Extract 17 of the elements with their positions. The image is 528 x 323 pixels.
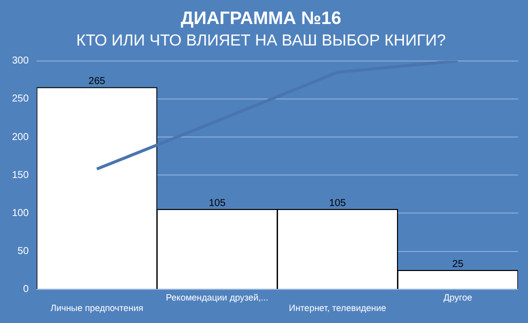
x-tick-label: Рекомендации друзей,...: [166, 292, 268, 302]
chart-subtitle: КТО ИЛИ ЧТО ВЛИЯЕТ НА ВАШ ВЫБОР КНИГИ?: [76, 32, 446, 50]
y-tick-label: 300: [12, 56, 30, 67]
data-label: 265: [88, 76, 106, 88]
data-label: 25: [452, 259, 464, 270]
data-label: 105: [329, 198, 346, 210]
y-tick-label: 200: [12, 132, 30, 143]
x-tick-label: Интернет, телевидение: [288, 303, 386, 314]
y-tick-label: 50: [18, 246, 30, 258]
y-tick-label: 0: [23, 284, 30, 296]
x-tick-label: Другое: [444, 292, 472, 302]
y-tick-label: 100: [12, 208, 30, 219]
y-tick-label: 250: [12, 94, 30, 105]
x-tick-label: Личные предпочтения: [50, 303, 144, 314]
chart-title: ДИАГРАММА №16: [180, 8, 342, 28]
data-label: 105: [208, 198, 226, 210]
y-tick-label: 150: [12, 170, 30, 181]
